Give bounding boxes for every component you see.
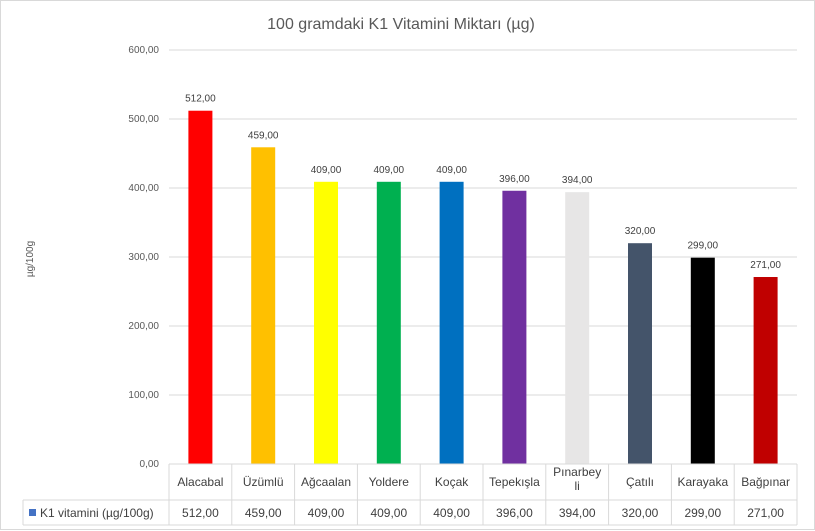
table-value: 271,00	[747, 506, 784, 520]
y-tick-label: 300,00	[128, 252, 159, 263]
category-label: Karayaka	[677, 475, 728, 489]
table-value: 299,00	[684, 506, 721, 520]
category-label: Pınarbey	[553, 465, 601, 479]
data-label: 409,00	[311, 165, 342, 176]
bar	[628, 243, 652, 464]
category-label: Çatılı	[626, 475, 654, 489]
chart-title: 100 gramdaki K1 Vitamini Miktarı (µg)	[267, 16, 535, 33]
y-tick-label: 100,00	[128, 390, 159, 401]
category-label: Koçak	[435, 475, 469, 489]
table-value: 394,00	[559, 506, 596, 520]
bar	[314, 181, 338, 465]
data-label: 512,00	[185, 94, 216, 105]
category-label: Tepekışla	[489, 475, 540, 489]
data-label: 271,00	[750, 260, 781, 271]
data-label: 299,00	[688, 241, 719, 252]
category-label: Bağpınar	[741, 475, 790, 489]
data-label: 394,00	[562, 175, 593, 186]
data-label: 396,00	[499, 174, 530, 185]
y-tick-label: 400,00	[128, 183, 159, 194]
bar	[188, 110, 213, 464]
category-label: Üzümlü	[243, 475, 284, 489]
table-value: 512,00	[182, 506, 219, 520]
category-label: Yoldere	[369, 475, 410, 489]
data-label: 459,00	[248, 130, 279, 141]
data-label: 409,00	[436, 165, 467, 176]
data-table: Alacabal Üzümlü Ağcaalan Yoldere Koçak Tepekı…	[22, 463, 798, 526]
table-value: 409,00	[308, 506, 345, 520]
category-label: Alacabal	[177, 475, 223, 489]
table-value: 409,00	[433, 506, 470, 520]
y-axis-ticks: 0,00 100,00 200,00 300,00 400,00 500,00 600,00	[128, 45, 159, 470]
legend-series-name: K1 vitamini (µg/100g)	[40, 506, 154, 520]
data-labels: 512,00 459,00 409,00 409,00 409,00 396,00 394,…	[185, 94, 781, 271]
legend-swatch	[29, 509, 36, 516]
y-axis-label: µg/100g	[25, 241, 36, 277]
bar	[753, 277, 778, 464]
bars	[188, 110, 778, 465]
bar	[690, 257, 715, 464]
table-value: 320,00	[622, 506, 659, 520]
category-label: Ağcaalan	[301, 475, 351, 489]
table-value: 396,00	[496, 506, 533, 520]
y-tick-label: 600,00	[128, 45, 159, 56]
data-label: 320,00	[625, 226, 656, 237]
y-tick-label: 200,00	[128, 321, 159, 332]
bar	[376, 181, 401, 465]
table-value: 409,00	[370, 506, 407, 520]
bar	[502, 190, 527, 464]
table-value: 459,00	[245, 506, 282, 520]
y-tick-label: 500,00	[128, 114, 159, 125]
bar	[251, 147, 276, 465]
y-tick-label: 0,00	[140, 459, 160, 470]
bar	[565, 192, 590, 464]
bar	[439, 181, 464, 465]
category-label: li	[575, 479, 580, 493]
data-label: 409,00	[374, 165, 405, 176]
